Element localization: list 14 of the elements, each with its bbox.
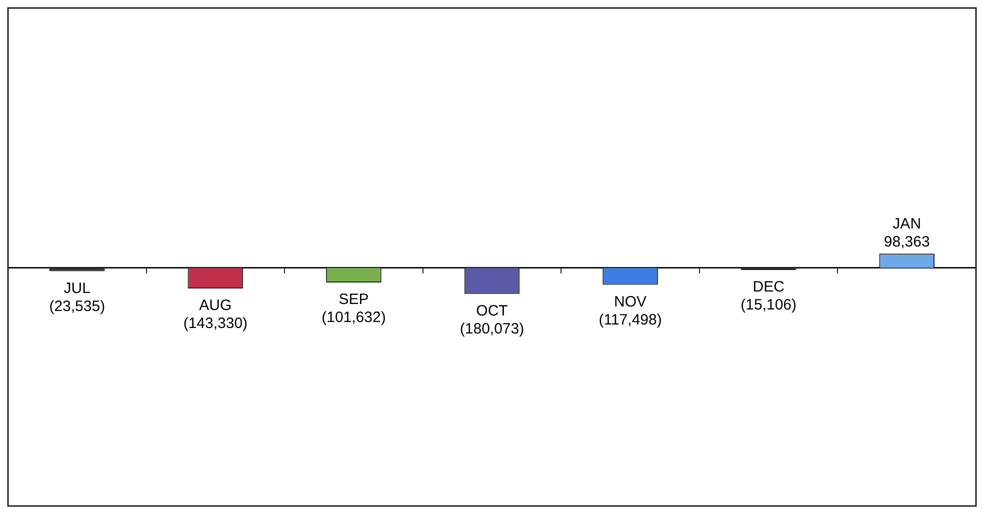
data-label: (15,106)	[740, 296, 797, 314]
x-tick-label: NOV	[614, 293, 647, 310]
x-tick-label: SEP	[338, 291, 369, 308]
x-tick-label: DEC	[752, 278, 785, 296]
x-tick-label: JUL	[64, 280, 90, 297]
data-label: (23,535)	[49, 298, 106, 315]
data-label: (143,330)	[183, 315, 248, 332]
data-label: 98,363	[884, 233, 930, 250]
x-tick-label: JAN	[892, 215, 922, 232]
data-label: (117,498)	[598, 311, 662, 328]
x-tick-label: OCT	[476, 302, 508, 320]
data-label: (101,632)	[322, 309, 386, 326]
data-label: (180,073)	[460, 320, 524, 338]
x-tick-label: AUG	[199, 297, 232, 314]
